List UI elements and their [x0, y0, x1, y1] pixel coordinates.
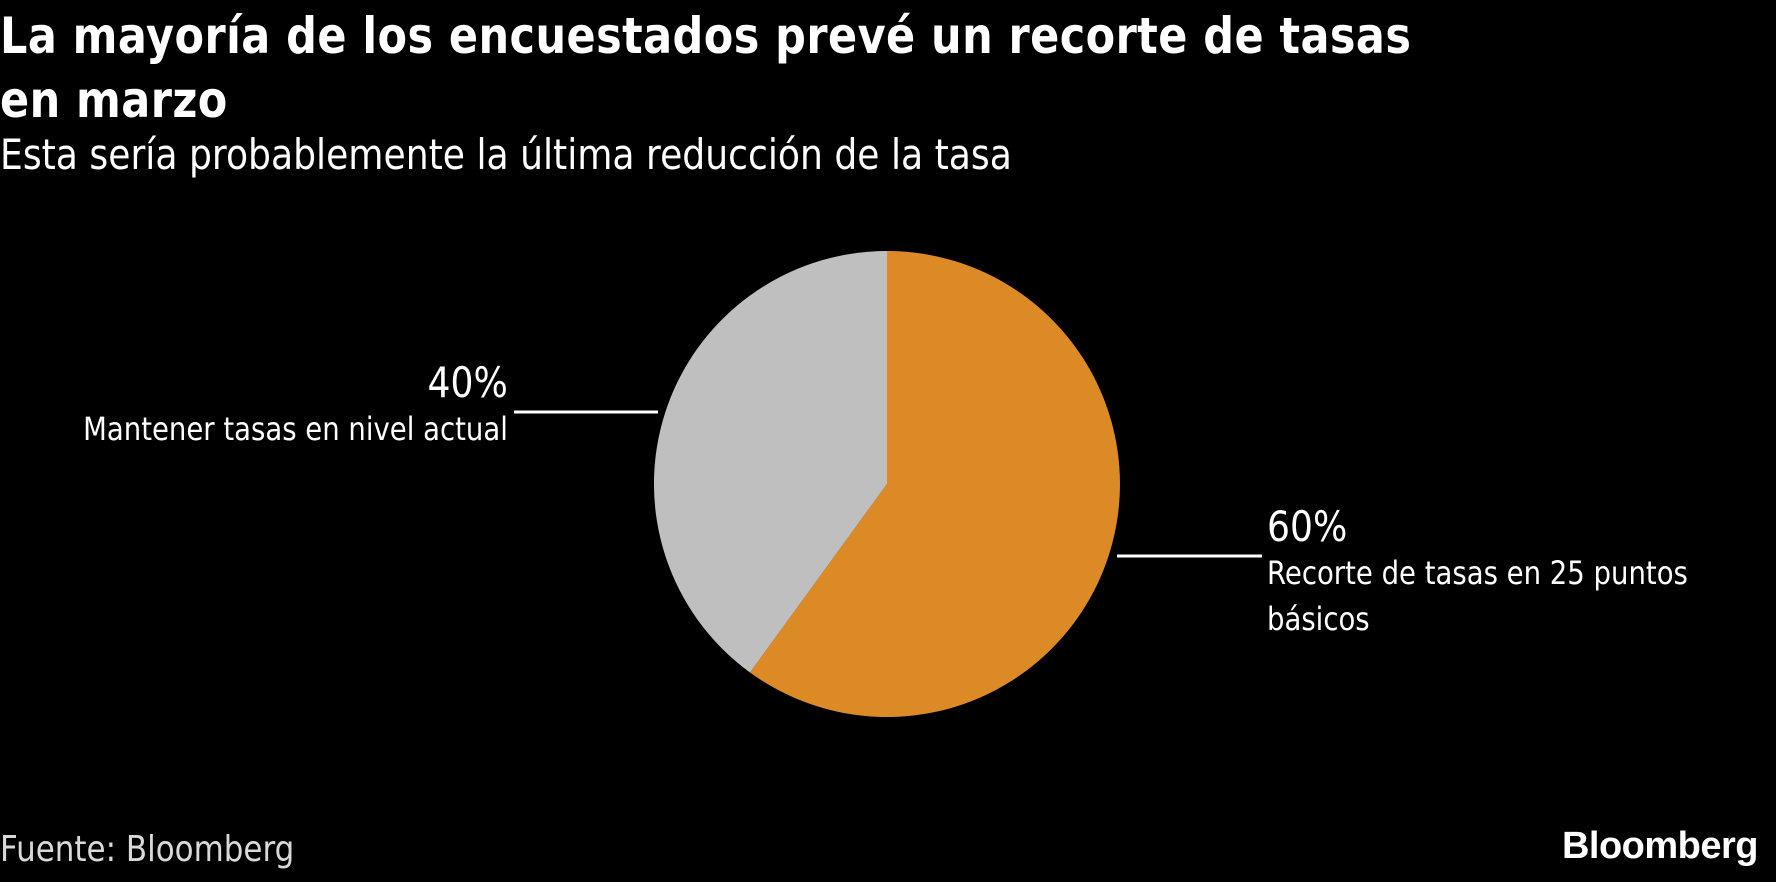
pie-slice-cut [750, 251, 1120, 717]
label-cut-percent: 60% [1267, 502, 1348, 551]
label-hold-percent: 40% [427, 358, 508, 407]
label-cut-category-line1: Recorte de tasas en 25 puntos [1267, 554, 1688, 592]
label-hold-category: Mantener tasas en nivel actual [83, 410, 508, 448]
chart-title: La mayoría de los encuestados prevé un r… [0, 7, 1412, 129]
chart-subtitle: Esta sería probablemente la última reduc… [0, 130, 1012, 179]
pie-slice-hold [653, 251, 887, 673]
source-note: Fuente: Bloomberg [0, 829, 295, 870]
label-cut-category-line2: básicos [1267, 600, 1370, 638]
bloomberg-logo: Bloomberg [1561, 825, 1759, 867]
label-hold: 40% Mantener tasas en nivel actual [83, 360, 508, 452]
label-cut: 60% Recorte de tasas en 25 puntos básico… [1267, 504, 1688, 642]
